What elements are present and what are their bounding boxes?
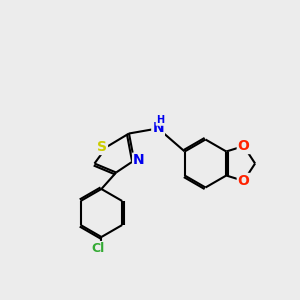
Text: Cl: Cl: [91, 242, 104, 255]
Text: O: O: [238, 139, 250, 153]
Text: H: H: [156, 115, 165, 125]
Text: O: O: [238, 174, 250, 188]
Text: S: S: [97, 140, 107, 154]
Text: N: N: [133, 154, 145, 167]
Text: N: N: [152, 122, 164, 135]
